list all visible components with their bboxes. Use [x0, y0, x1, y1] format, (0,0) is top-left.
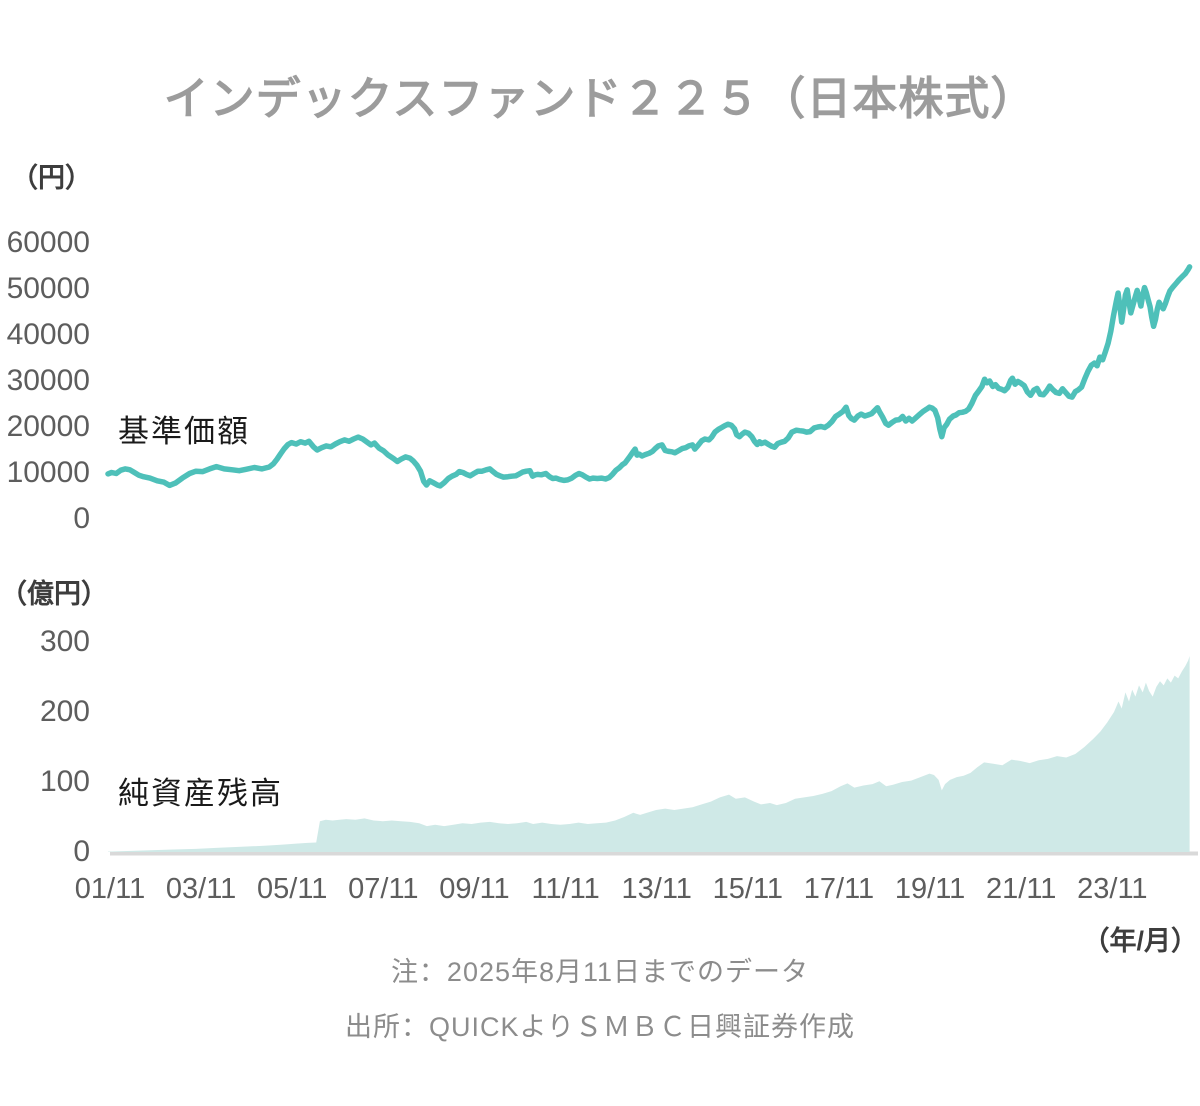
nav-y-tick-label: 60000: [6, 226, 90, 259]
x-tick-label: 05/11: [257, 873, 328, 905]
y-axis-unit-yen: （円）: [11, 163, 92, 193]
x-tick-label: 17/11: [803, 873, 875, 905]
x-tick-label: 09/11: [439, 873, 510, 905]
chart-title: インデックスファンド２２５（日本株式）: [163, 73, 1037, 124]
aum-y-tick-label: 200: [39, 695, 90, 728]
x-tick-label: 15/11: [712, 873, 784, 905]
x-tick-label: 11/11: [531, 873, 600, 905]
nav-y-tick-label: 40000: [6, 318, 90, 351]
nav-y-tick-label: 0: [73, 502, 90, 535]
x-tick-label: 21/11: [986, 873, 1057, 905]
aum-area-series: [108, 656, 1190, 852]
x-tick-label: 03/11: [165, 873, 237, 905]
nav-line-series: [105, 264, 1193, 489]
x-tick-label: 01/11: [74, 873, 146, 905]
x-tick-label: 13/11: [621, 873, 692, 905]
footnote-data-asof: 注：2025年8月11日までのデータ: [390, 957, 810, 987]
footnote-source: 出所：QUICKよりＳＭＢＣ日興証券作成: [345, 1012, 855, 1042]
x-tick-label: 19/11: [894, 873, 966, 905]
x-tick-label: 23/11: [1077, 873, 1148, 905]
series-label-nav: 基準価額: [118, 414, 250, 449]
nav-y-tick-label: 50000: [6, 272, 90, 305]
x-tick-label: 07/11: [348, 873, 419, 905]
nav-y-tick-label: 10000: [6, 456, 90, 489]
nav-y-tick-label: 20000: [6, 410, 90, 443]
aum-y-tick-label: 100: [39, 765, 90, 798]
y-axis-unit-okuyen: （億円）: [0, 579, 108, 609]
aum-y-tick-label: 300: [39, 625, 90, 658]
series-label-aum: 純資産残高: [118, 776, 283, 811]
aum-y-tick-label: 0: [73, 835, 90, 868]
nav-y-tick-label: 30000: [6, 364, 90, 397]
x-axis-unit: （年/月）: [1082, 926, 1198, 956]
